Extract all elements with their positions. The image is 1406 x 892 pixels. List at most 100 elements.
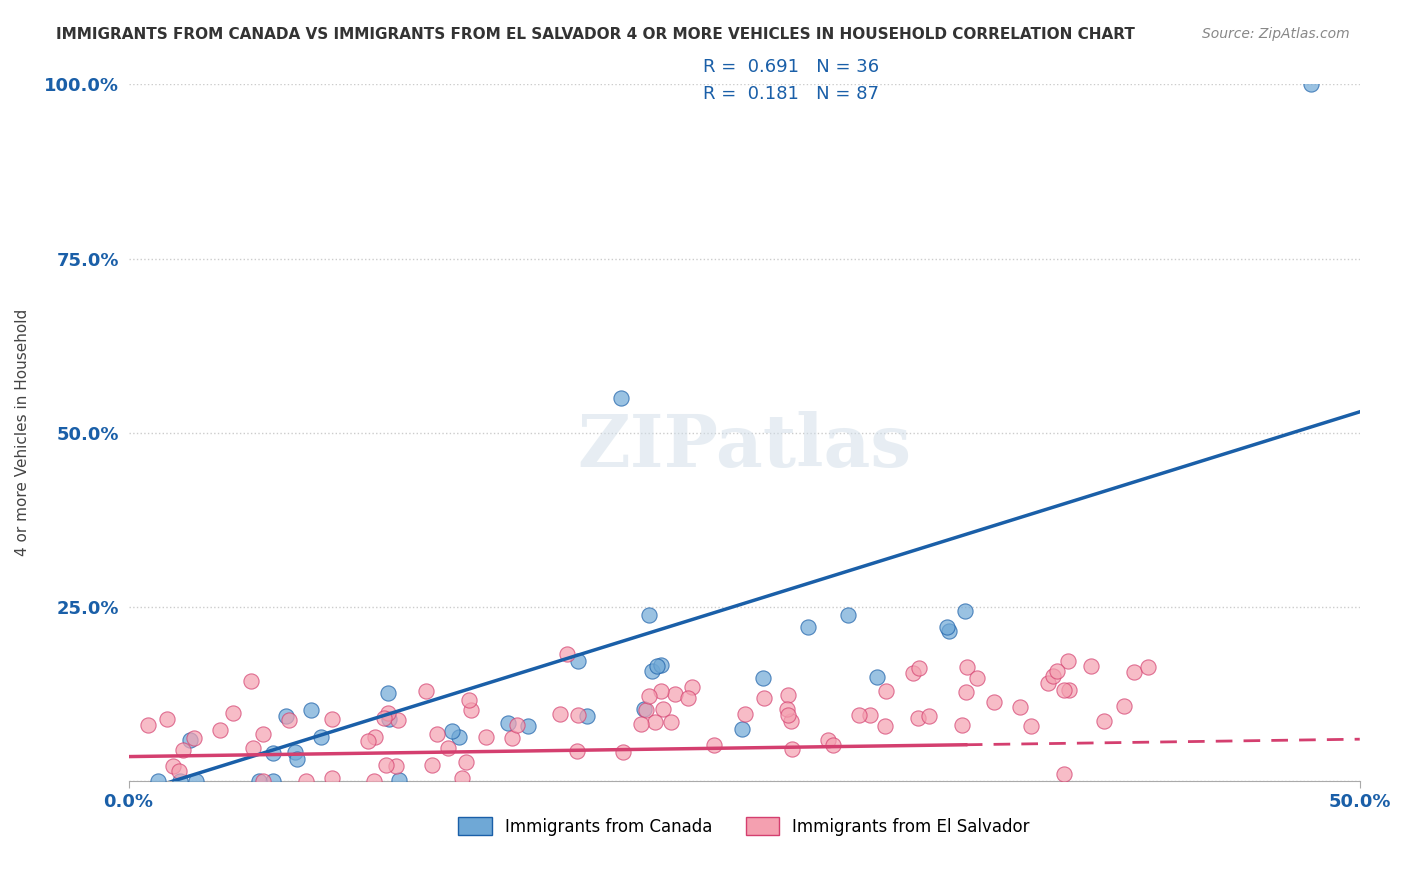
Immigrants from El Salvador [907,711,929,725]
Immigrants from El Salvador [1053,683,1076,698]
Immigrants from Canada [640,665,662,679]
Immigrants from El Salvador [222,706,245,720]
Immigrants from El Salvador [956,659,979,673]
Immigrants from Canada [837,607,859,622]
Immigrants from El Salvador [384,759,406,773]
Immigrants from Canada [299,702,322,716]
Immigrants from El Salvador [703,739,725,753]
Immigrants from El Salvador [183,731,205,746]
Immigrants from El Salvador [918,709,941,723]
Immigrants from Canada [377,686,399,700]
Immigrants from El Salvador [363,774,385,789]
Immigrants from El Salvador [1094,714,1116,728]
Immigrants from Canada [517,719,540,733]
Immigrants from El Salvador [1114,698,1136,713]
Immigrants from El Salvador [557,648,579,662]
Immigrants from El Salvador [294,774,316,789]
Immigrants from El Salvador [502,731,524,745]
Immigrants from Canada [496,715,519,730]
Immigrants from Canada [274,709,297,723]
Immigrants from Canada [610,391,633,405]
Immigrants from El Salvador [782,742,804,756]
Immigrants from El Salvador [776,701,799,715]
Immigrants from El Salvador [950,718,973,732]
Immigrants from El Salvador [734,706,756,721]
Immigrants from El Salvador [1057,683,1080,698]
Immigrants from El Salvador [659,715,682,730]
Immigrants from El Salvador [415,684,437,698]
Immigrants from El Salvador [966,672,988,686]
Immigrants from Canada [638,607,661,622]
Immigrants from El Salvador [240,674,263,689]
Immigrants from Canada [650,658,672,673]
Immigrants from Canada [953,604,976,618]
Immigrants from El Salvador [1057,654,1080,668]
Immigrants from El Salvador [321,771,343,785]
Immigrants from Canada [179,733,201,747]
Immigrants from El Salvador [208,723,231,738]
Immigrants from El Salvador [848,707,870,722]
Immigrants from El Salvador [387,713,409,727]
Immigrants from El Salvador [1080,659,1102,673]
Immigrants from El Salvador [908,661,931,675]
Immigrants from El Salvador [983,694,1005,708]
Immigrants from Canada [249,774,271,789]
Immigrants from El Salvador [426,727,449,741]
Immigrants from El Salvador [823,738,845,752]
Immigrants from El Salvador [630,717,652,731]
Immigrants from Canada [284,745,307,759]
Immigrants from El Salvador [1122,665,1144,679]
Immigrants from El Salvador [612,745,634,759]
Text: R =  0.691   N = 36: R = 0.691 N = 36 [703,58,879,76]
Immigrants from El Salvador [1021,719,1043,733]
Immigrants from El Salvador [1053,767,1076,781]
Immigrants from El Salvador [638,689,661,703]
Immigrants from El Salvador [678,691,700,706]
Immigrants from El Salvador [778,688,800,702]
Immigrants from Canada [936,620,959,634]
Y-axis label: 4 or more Vehicles in Household: 4 or more Vehicles in Household [15,310,30,557]
Immigrants from El Salvador [651,702,673,716]
Immigrants from El Salvador [859,707,882,722]
Immigrants from El Salvador [506,718,529,732]
Immigrants from Canada [866,670,889,684]
Immigrants from El Salvador [901,666,924,681]
Immigrants from El Salvador [1045,665,1067,679]
Immigrants from El Salvador [1137,660,1160,674]
Immigrants from Canada [148,774,170,789]
Immigrants from El Salvador [548,706,571,721]
Immigrants from Canada [751,671,773,685]
Immigrants from El Salvador [457,693,479,707]
Immigrants from El Salvador [567,744,589,758]
Immigrants from El Salvador [875,684,897,698]
Immigrants from El Salvador [167,764,190,778]
Immigrants from El Salvador [873,719,896,733]
Immigrants from Canada [186,774,208,789]
Immigrants from Canada [378,712,401,726]
Immigrants from El Salvador [1036,676,1059,690]
Immigrants from El Salvador [357,734,380,748]
Text: Source: ZipAtlas.com: Source: ZipAtlas.com [1202,27,1350,41]
Immigrants from El Salvador [650,684,672,698]
Immigrants from El Salvador [252,774,274,789]
Immigrants from El Salvador [420,758,443,772]
Immigrants from El Salvador [752,690,775,705]
Immigrants from Canada [938,624,960,638]
Immigrants from El Salvador [817,732,839,747]
Immigrants from El Salvador [780,714,803,728]
Immigrants from Canada [311,731,333,745]
Immigrants from El Salvador [1010,699,1032,714]
Immigrants from Canada [731,723,754,737]
Immigrants from El Salvador [634,703,657,717]
Immigrants from El Salvador [567,708,589,723]
Immigrants from El Salvador [156,713,179,727]
Immigrants from El Salvador [437,741,460,756]
Immigrants from El Salvador [1042,669,1064,683]
Immigrants from Canada [797,620,820,634]
Legend: Immigrants from Canada, Immigrants from El Salvador: Immigrants from Canada, Immigrants from … [451,811,1036,842]
Immigrants from Canada [441,724,464,739]
Immigrants from El Salvador [373,711,395,725]
Immigrants from El Salvador [460,703,482,717]
Immigrants from Canada [633,702,655,716]
Immigrants from El Salvador [374,758,396,772]
